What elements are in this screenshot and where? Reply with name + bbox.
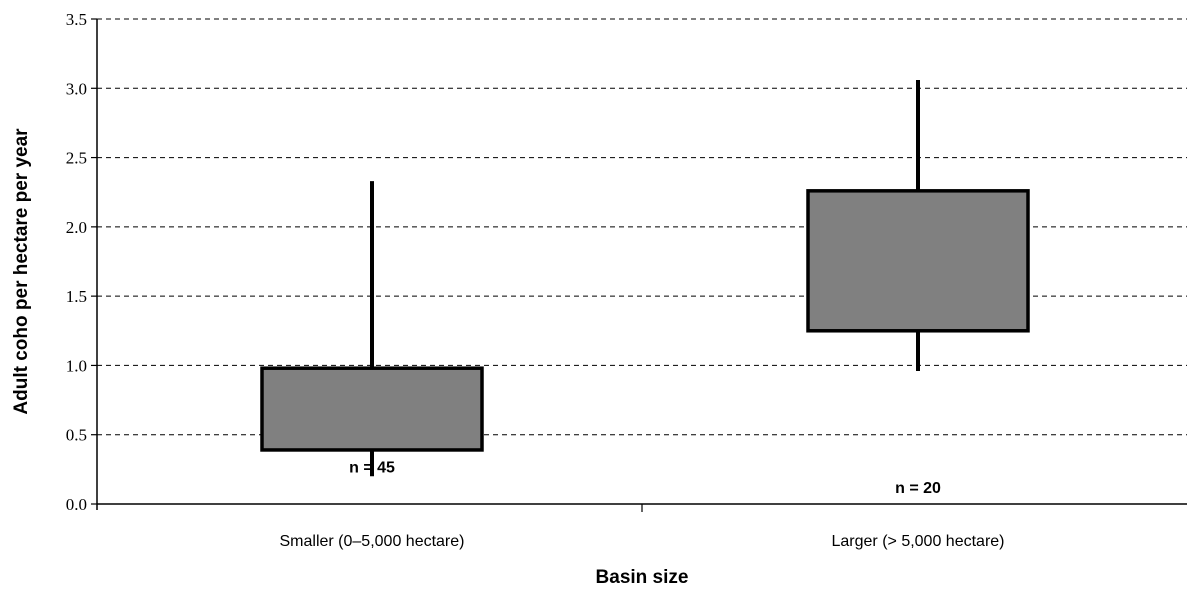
y-tick-labels: 0.0 0.5 1.0 1.5 2.0 2.5 3.0 3.5 [66,10,87,514]
y-tick-label: 1.5 [66,287,87,306]
box-series: n = 45 n = 20 [260,79,1030,497]
y-axis-title: Adult coho per hectare per year [11,128,32,415]
y-tick-label: 3.5 [66,10,87,29]
box-body [806,189,1030,333]
axes [91,18,1187,512]
x-category-label: Larger (> 5,000 hectare) [832,533,1005,550]
sample-size-label: n = 20 [895,480,941,497]
x-axis-title: Basin size [596,567,689,588]
x-category-label: Smaller (0–5,000 hectare) [280,533,465,550]
y-tick-label: 2.5 [66,149,87,168]
y-tick-label: 0.0 [66,495,87,514]
y-tick-label: 3.0 [66,79,87,98]
y-tick-label: 2.0 [66,218,87,237]
y-tick-label: 0.5 [66,426,87,445]
sample-size-label: n = 45 [349,459,395,476]
gridlines [97,18,1187,436]
y-tick-label: 1.0 [66,356,87,375]
x-category-labels: Smaller (0–5,000 hectare) Larger (> 5,000… [280,533,1005,550]
box-1: n = 45 [260,181,484,477]
box-2: n = 20 [806,79,1030,497]
box-body [260,366,484,452]
